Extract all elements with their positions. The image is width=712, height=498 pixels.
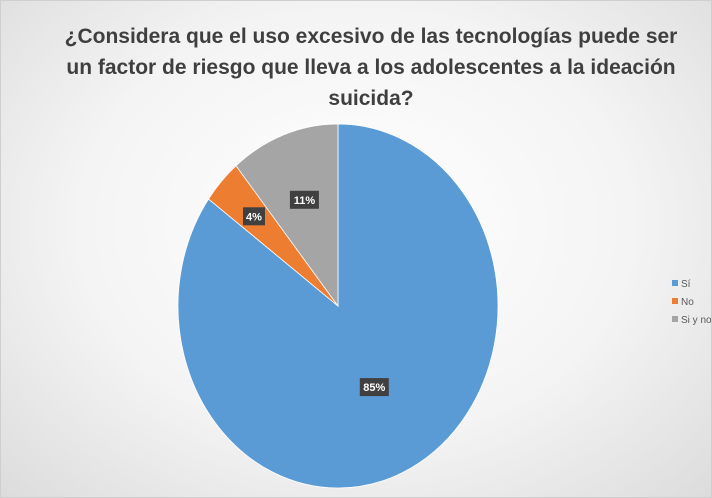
legend: Sí No Si y no: [672, 279, 712, 326]
data-label-si: 85%: [359, 378, 389, 397]
legend-label-si: Sí: [681, 279, 691, 290]
pie-slice-si-y-no: [235, 123, 339, 308]
svg-text:4%: 4%: [246, 211, 262, 223]
chart-title: ¿Considera que el uso excesivo de las te…: [64, 25, 678, 110]
legend-swatch-si: [672, 280, 678, 286]
legend-label-si-y-no: Si y no: [681, 315, 712, 326]
data-label-si-y-no: 11%: [289, 190, 319, 209]
svg-text:85%: 85%: [363, 382, 385, 394]
legend-label-no: No: [681, 297, 694, 308]
svg-text:11%: 11%: [294, 195, 316, 207]
legend-swatch-si-y-no: [672, 316, 678, 322]
legend-swatch-no: [672, 298, 678, 304]
data-label-no: 4%: [243, 207, 265, 226]
